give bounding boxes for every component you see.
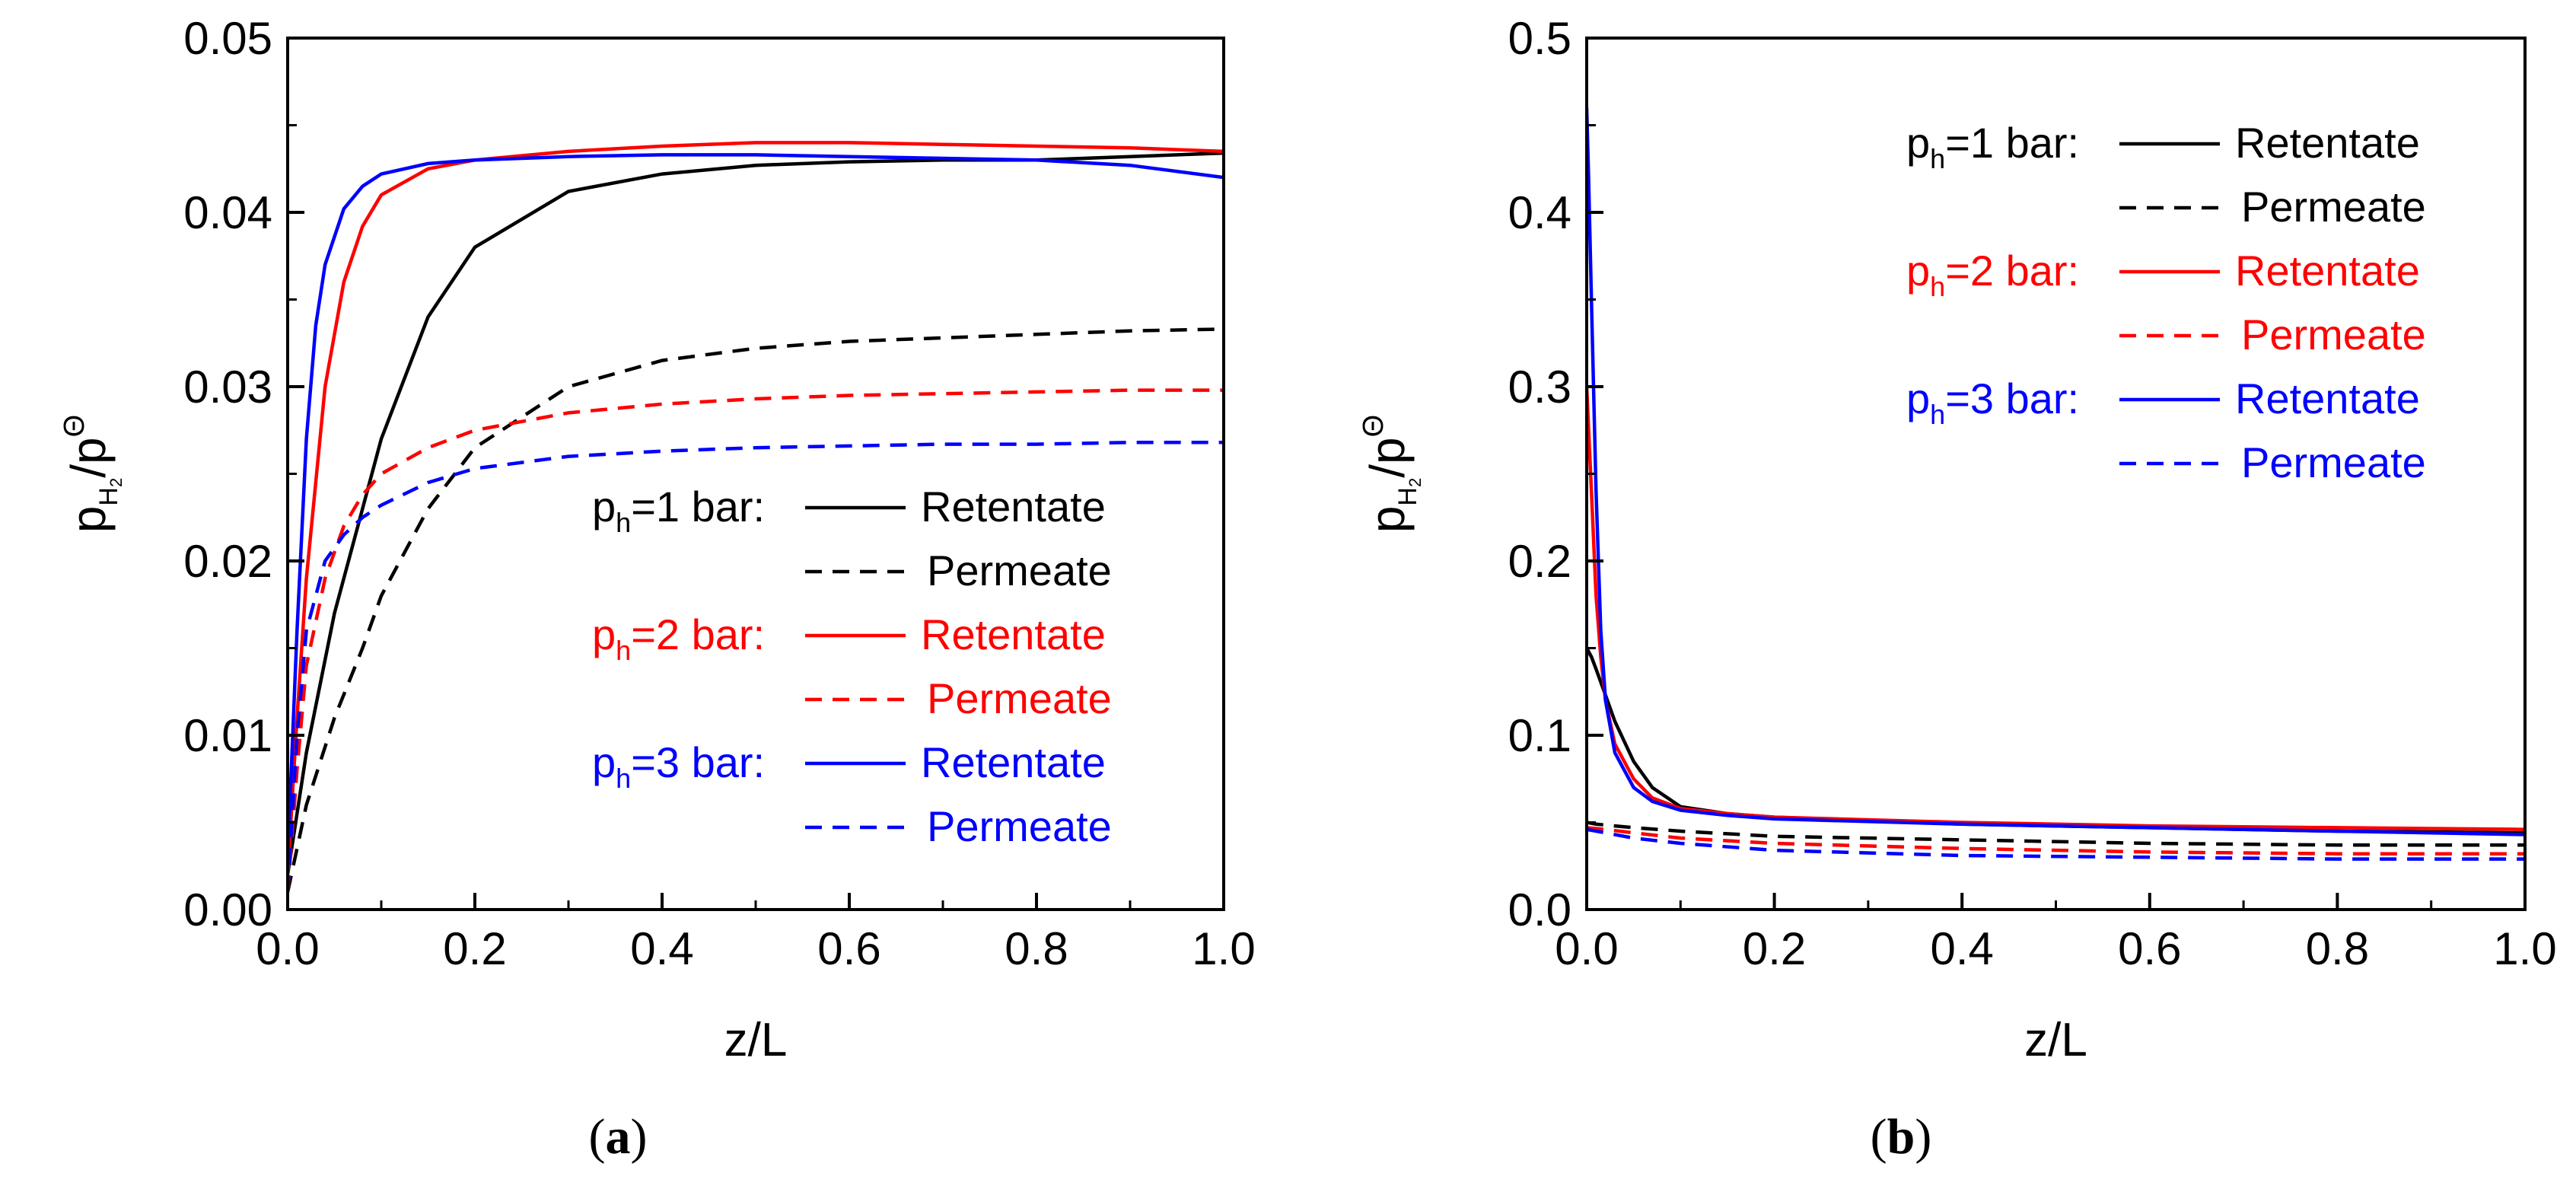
panel-b-legend-retentate-label: Retentate: [2235, 247, 2420, 295]
panel-b-series-4-line: [1587, 826, 2525, 856]
panel-b-x-tick-label: 0.2: [1743, 923, 1806, 974]
panel-b-x-tick-label: 0.6: [2118, 923, 2181, 974]
panel-a-x-tick-label: 0.0: [256, 923, 319, 974]
panel-b-x-tick-label: 0.8: [2306, 923, 2369, 974]
panel-a-y-tick-label: 0.01: [183, 710, 272, 761]
panel-b-chart: 0.0 0.2 0.4 0.6 0.8 1.0 0.0 0.1 0.2 0.3 0.4 0.5 z/L p…: [1358, 13, 2557, 1066]
panel-a-y-tick-label: 0.00: [183, 884, 272, 935]
panel-a-chart: 0.0 0.2 0.4 0.6 0.8 1.0 0.00 0.01 0.02 0.03 0.04 0.…: [59, 13, 1256, 1066]
panel-b-legend: ph=1 bar: Retentate Permeate ph=2 bar: Reten…: [1906, 119, 2426, 486]
panel-b-legend-group-label: ph=2 bar:: [1906, 247, 2079, 302]
panel-b-legend-retentate-label: Retentate: [2235, 374, 2420, 422]
panel-b-x-axis-label: z/L: [2024, 1014, 2087, 1066]
panel-a-y-tick-label: 0.03: [183, 362, 272, 413]
panel-b-y-axis-label: pH2/pΘ: [1358, 415, 1425, 533]
panel-b-series-2-line: [1587, 821, 2525, 847]
panel-a-y-tick-label: 0.02: [183, 536, 272, 587]
panel-b-y-tick-label: 0.5: [1508, 13, 1571, 64]
panel-b-y-tick-label: 0.2: [1508, 536, 1571, 587]
panel-b-y-tick-label: 0.4: [1508, 187, 1571, 238]
panel-a-y-tick-label: 0.04: [183, 187, 272, 238]
panel-b-y-tick-label: 0.3: [1508, 362, 1571, 413]
panel-a-legend-permeate-label: Permeate: [927, 802, 1112, 850]
panel-b-legend-group-label: ph=1 bar:: [1906, 119, 2079, 174]
panel-b-x-tick-label: 0.4: [1930, 923, 1993, 974]
panel-a-series-4-line: [288, 388, 1224, 893]
panel-b-series-3-line: [1587, 386, 2525, 831]
panel-a-x-tick-label: 0.2: [443, 923, 506, 974]
panel-b-legend-permeate-label: Permeate: [2241, 311, 2426, 358]
panel-b-y-tick-label: 0.0: [1508, 884, 1571, 935]
panel-a-legend-permeate-label: Permeate: [927, 546, 1112, 594]
panel-a-x-axis-label: z/L: [724, 1014, 788, 1066]
panel-a-caption: (a): [589, 1109, 648, 1165]
panel-b-series-5-line: [1587, 107, 2525, 836]
panel-a-x-tick-label: 0.6: [817, 923, 880, 974]
panel-b-y-tick-label: 0.1: [1508, 710, 1571, 761]
panel-a-y-tick-label: 0.05: [183, 13, 272, 64]
panel-b-caption-letter: b: [1887, 1109, 1915, 1165]
panel-a-x-tick-label: 0.4: [630, 923, 693, 974]
panel-a-legend: ph=1 bar: Retentate Permeate ph=2 bar: Reten…: [592, 483, 1112, 850]
panel-b-legend-retentate-label: Retentate: [2235, 119, 2420, 167]
panel-b-series-6-line: [1587, 827, 2525, 861]
panel-b-legend-permeate-label: Permeate: [2241, 183, 2426, 231]
panel-a-legend-retentate-label: Retentate: [921, 738, 1106, 786]
panel-a-caption-letter: a: [606, 1109, 631, 1165]
panel-a-legend-group-label: ph=1 bar:: [592, 483, 765, 538]
panel-a-legend-permeate-label: Permeate: [927, 674, 1112, 722]
panel-a-x-tick-label: 1.0: [1192, 923, 1255, 974]
panel-a-y-axis-label: pH2/pΘ: [59, 415, 126, 533]
panel-a-legend-group-label: ph=2 bar:: [592, 610, 765, 666]
panel-a-legend-retentate-label: Retentate: [921, 610, 1106, 658]
panel-a-series-2-line: [288, 327, 1224, 893]
panel-b-legend-group-label: ph=3 bar:: [1906, 374, 2079, 430]
panel-b-x-tick-label: 1.0: [2493, 923, 2556, 974]
panel-b-legend-permeate-label: Permeate: [2241, 438, 2426, 486]
panel-a-legend-group-label: ph=3 bar:: [592, 738, 765, 794]
panel-a-legend-retentate-label: Retentate: [921, 483, 1106, 531]
panel-a-x-tick-label: 0.8: [1005, 923, 1068, 974]
panel-b-caption: (b): [1871, 1109, 1932, 1165]
panel-b-series-1-line: [1587, 647, 2525, 835]
panel-a-series-6-line: [288, 441, 1224, 893]
panel-b-x-tick-label: 0.0: [1555, 923, 1618, 974]
panel-a-series-5-line: [288, 153, 1224, 858]
